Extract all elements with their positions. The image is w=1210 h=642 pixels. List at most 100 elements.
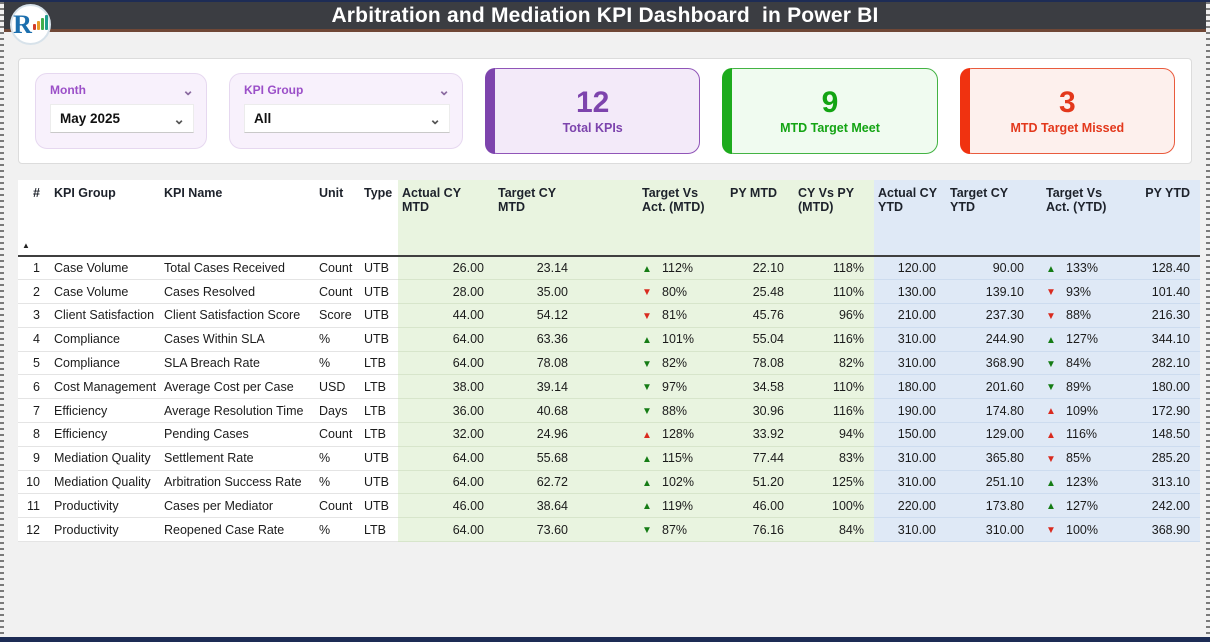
kpi-group-dropdown[interactable]: All ⌄ [244,104,450,133]
chevron-down-icon[interactable]: ⌄ [429,110,441,127]
table-row[interactable]: 12 Productivity Reopened Case Rate % LTB… [18,517,1200,543]
cell-target-vs-act-ytd: ▼ 100% [1034,517,1126,543]
variance-value: 119% [662,498,694,513]
month-dropdown[interactable]: May 2025 ⌄ [50,104,194,133]
cell-target-cy-mtd: 23.14 [494,256,578,281]
cell-target-vs-act-mtd: ▼ 81% [578,303,726,328]
kpi-table-container: # ▲ KPI Group KPI Name Unit Type Actual … [18,180,1200,543]
cell-target-cy-ytd: 251.10 [946,470,1034,495]
logo-bars-icon [32,14,48,30]
cell-py-ytd: 148.50 [1126,422,1200,447]
cell-py-ytd: 285.20 [1126,446,1200,471]
table-row[interactable]: 2 Case Volume Cases Resolved Count UTB 2… [18,279,1200,305]
variance-value: 115% [662,451,694,466]
table-row[interactable]: 11 Productivity Cases per Mediator Count… [18,493,1200,519]
column-header-actual-cy-mtd[interactable]: Actual CY MTD [398,180,494,257]
cell-kpi-group: Productivity [48,493,158,519]
column-header-kpi-group[interactable]: KPI Group [48,180,158,257]
sort-ascending-icon[interactable]: ▲ [22,241,30,250]
cell-cy-vs-py-mtd: 110% [794,374,874,400]
cell-actual-cy-ytd: 220.00 [874,493,946,519]
table-row[interactable]: 9 Mediation Quality Settlement Rate % UT… [18,446,1200,471]
kpi-group-slicer-label: KPI Group [244,83,304,97]
up-arrow-icon: ▲ [1046,429,1056,441]
down-arrow-icon: ▼ [642,310,652,322]
cell-kpi-group: Compliance [48,351,158,376]
cell-kpi-group: Efficiency [48,422,158,447]
column-header-unit[interactable]: Unit [313,180,358,257]
table-row[interactable]: 5 Compliance SLA Breach Rate % LTB 64.00… [18,351,1200,376]
cell-actual-cy-ytd: 310.00 [874,351,946,376]
column-header-kpi-name[interactable]: KPI Name [158,180,313,257]
column-header-type[interactable]: Type [358,180,398,257]
cell-cy-vs-py-mtd: 116% [794,398,874,424]
column-header-py-mtd[interactable]: PY MTD [726,180,794,257]
table-row[interactable]: 8 Efficiency Pending Cases Count LTB 32.… [18,422,1200,447]
cell-target-vs-act-ytd: ▼ 89% [1034,374,1126,400]
cell-py-ytd: 313.10 [1126,470,1200,495]
cell-num: 9 [18,446,48,471]
down-arrow-icon: ▼ [1046,382,1056,394]
total-kpis-card[interactable]: 12 Total KPIs [485,68,701,154]
cell-kpi-name: Average Resolution Time [158,398,313,424]
cell-target-vs-act-mtd: ▲ 101% [578,327,726,352]
cell-unit: Days [313,398,358,424]
cell-unit: % [313,327,358,352]
cell-type: LTB [358,517,398,543]
column-header-actual-cy-ytd[interactable]: Actual CY YTD [874,180,946,257]
cell-actual-cy-ytd: 120.00 [874,256,946,281]
cell-cy-vs-py-mtd: 100% [794,493,874,519]
table-row[interactable]: 3 Client Satisfaction Client Satisfactio… [18,303,1200,328]
card-accent-bar [722,68,733,154]
cell-target-vs-act-mtd: ▼ 97% [578,374,726,400]
column-header-target-vs-act-mtd[interactable]: Target Vs Act. (MTD) [578,180,726,257]
cell-num: 3 [18,303,48,328]
variance-value: 100% [1066,522,1098,537]
cell-target-vs-act-ytd: ▼ 88% [1034,303,1126,328]
table-row[interactable]: 10 Mediation Quality Arbitration Success… [18,470,1200,495]
table-row[interactable]: 1 Case Volume Total Cases Received Count… [18,256,1200,281]
cell-cy-vs-py-mtd: 96% [794,303,874,328]
cell-actual-cy-mtd: 44.00 [398,303,494,328]
up-arrow-icon: ▲ [1046,501,1056,513]
page-title: Arbitration and Mediation KPI Dashboard … [331,3,879,27]
table-row[interactable]: 4 Compliance Cases Within SLA % UTB 64.0… [18,327,1200,352]
chevron-down-icon[interactable]: ⌄ [182,82,194,98]
variance-value: 87% [662,522,688,537]
variance-value: 89% [1066,379,1092,394]
mtd-target-missed-card[interactable]: 3 MTD Target Missed [959,68,1175,154]
column-header-target-cy-ytd[interactable]: Target CY YTD [946,180,1034,257]
cell-actual-cy-mtd: 64.00 [398,327,494,352]
cell-target-vs-act-ytd: ▼ 84% [1034,351,1126,376]
chevron-down-icon[interactable]: ⌄ [173,110,185,127]
cell-target-cy-mtd: 35.00 [494,279,578,305]
variance-value: 80% [662,284,688,299]
cell-target-vs-act-ytd: ▲ 133% [1034,256,1126,281]
cell-actual-cy-ytd: 190.00 [874,398,946,424]
cell-actual-cy-mtd: 32.00 [398,422,494,447]
cell-cy-vs-py-mtd: 110% [794,279,874,305]
cell-num: 2 [18,279,48,305]
mtd-target-meet-card[interactable]: 9 MTD Target Meet [722,68,938,154]
column-header-target-cy-mtd[interactable]: Target CY MTD [494,180,578,257]
cell-cy-vs-py-mtd: 118% [794,256,874,281]
cell-kpi-name: Cases per Mediator [158,493,313,519]
column-header-target-vs-act-ytd[interactable]: Target Vs Act. (YTD) [1034,180,1126,257]
variance-value: 88% [662,403,688,418]
cell-target-cy-mtd: 78.08 [494,351,578,376]
cell-target-vs-act-mtd: ▼ 82% [578,351,726,376]
cell-kpi-name: Pending Cases [158,422,313,447]
table-row[interactable]: 7 Efficiency Average Resolution Time Day… [18,398,1200,424]
cell-type: UTB [358,256,398,281]
cell-kpi-group: Compliance [48,327,158,352]
chevron-down-icon[interactable]: ⌄ [438,82,450,98]
column-header-num[interactable]: # ▲ [18,180,48,257]
cell-target-vs-act-mtd: ▼ 87% [578,517,726,543]
column-header-cy-vs-py-mtd[interactable]: CY Vs PY (MTD) [794,180,874,257]
column-header-py-ytd[interactable]: PY YTD [1126,180,1200,257]
cell-actual-cy-mtd: 64.00 [398,351,494,376]
table-row[interactable]: 6 Cost Management Average Cost per Case … [18,374,1200,400]
cell-num: 5 [18,351,48,376]
cell-py-mtd: 25.48 [726,279,794,305]
up-arrow-icon: ▲ [642,429,652,441]
